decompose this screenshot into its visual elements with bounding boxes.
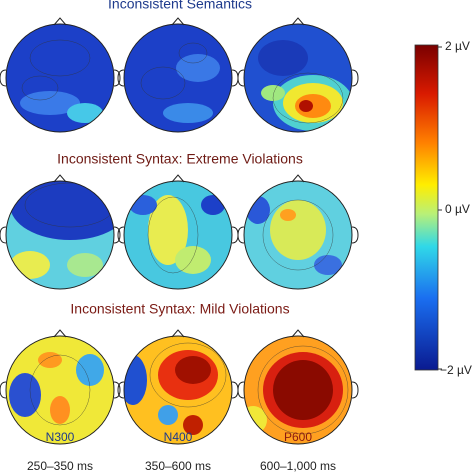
topomap <box>237 17 359 133</box>
topomap <box>0 17 121 133</box>
window-label: 350–600 ms <box>145 459 211 473</box>
component-label: P600 <box>284 430 312 444</box>
component-label: N400 <box>164 430 193 444</box>
component-label: N300 <box>46 430 75 444</box>
topomap <box>237 174 359 290</box>
window-label: 600–1,000 ms <box>260 459 336 473</box>
colorbar-label: −2 µV <box>440 363 472 377</box>
topomap <box>0 329 121 445</box>
window-label: 250–350 ms <box>27 459 93 473</box>
colorbar-label: 0 µV <box>445 202 470 216</box>
row-title: Inconsistent Syntax: Mild Violations <box>70 301 289 317</box>
topomap <box>117 174 239 290</box>
topomap <box>117 329 239 445</box>
row-title: Inconsistent Syntax: Extreme Violations <box>57 151 303 167</box>
row-title: Inconsistent Semantics <box>108 0 252 12</box>
topomap <box>237 329 359 445</box>
topomap <box>117 17 239 133</box>
topomap <box>0 174 121 290</box>
colorbar-label: 2 µV <box>445 39 470 53</box>
colorbar <box>414 44 439 371</box>
